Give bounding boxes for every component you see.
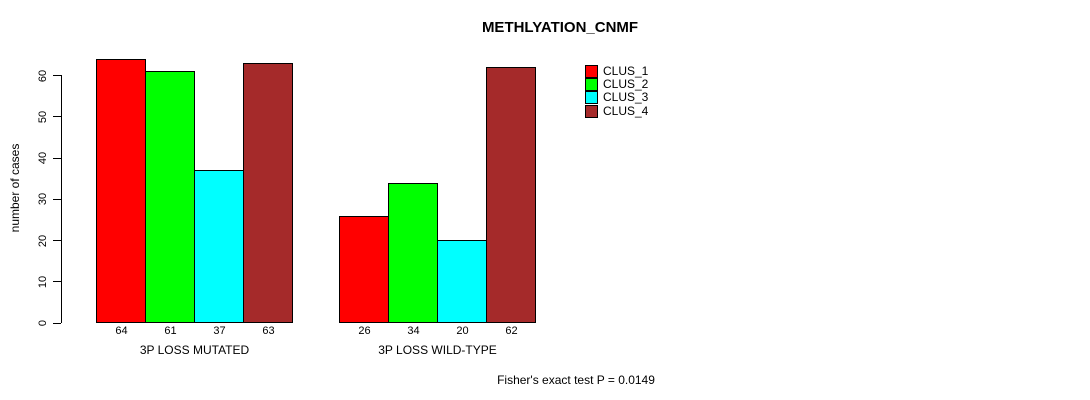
y-axis-line bbox=[61, 75, 62, 323]
bar-value-label: 63 bbox=[262, 325, 275, 337]
category-label: 3P LOSS WILD-TYPE bbox=[378, 343, 497, 357]
legend-swatch bbox=[585, 65, 598, 79]
y-axis-tick-label: 20 bbox=[37, 234, 49, 247]
bar-value-label: 61 bbox=[164, 325, 177, 337]
y-axis-tick bbox=[53, 116, 61, 118]
legend-item: CLUS_1 bbox=[585, 64, 649, 79]
legend-label: CLUS_4 bbox=[603, 103, 649, 118]
y-axis-tick-label: 60 bbox=[37, 69, 49, 82]
legend-item: CLUS_3 bbox=[585, 90, 649, 105]
legend-label: CLUS_2 bbox=[603, 77, 649, 92]
legend-item: CLUS_4 bbox=[585, 103, 649, 118]
bar-value-label: 34 bbox=[407, 325, 420, 337]
footer-annotation: Fisher's exact test P = 0.0149 bbox=[497, 373, 655, 387]
y-axis-tick bbox=[53, 240, 61, 241]
legend-swatch bbox=[585, 78, 598, 92]
y-axis-tick bbox=[53, 322, 61, 324]
y-axis-tick bbox=[53, 157, 61, 159]
bar-value-label: 62 bbox=[505, 325, 518, 337]
bar-clus_2-group1 bbox=[145, 71, 195, 323]
y-axis-tick bbox=[53, 281, 61, 283]
legend-swatch bbox=[585, 104, 598, 118]
bar-clus_2-group2 bbox=[388, 183, 438, 323]
bar-value-label: 26 bbox=[358, 325, 371, 337]
category-label: 3P LOSS MUTATED bbox=[139, 343, 250, 357]
bar-clus_3-group1 bbox=[194, 170, 244, 323]
chart-title: METHLYATION_CNMF bbox=[481, 19, 639, 36]
bar-clus_1-group2 bbox=[339, 216, 389, 323]
y-axis-tick bbox=[53, 75, 61, 76]
bar-value-label: 64 bbox=[115, 325, 128, 337]
bar-value-label: 37 bbox=[213, 325, 226, 337]
legend-label: CLUS_3 bbox=[603, 90, 649, 105]
bar-clus_4-group1 bbox=[243, 63, 293, 323]
y-axis-tick-label: 0 bbox=[37, 319, 49, 327]
y-axis-tick-label: 40 bbox=[37, 151, 49, 165]
legend-swatch bbox=[585, 91, 598, 105]
y-axis-tick-label: 10 bbox=[37, 275, 49, 288]
bar-clus_1-group1 bbox=[96, 59, 146, 323]
bar-clus_4-group2 bbox=[486, 67, 536, 323]
legend: CLUS_1 CLUS_2 CLUS_3 CLUS_4 bbox=[585, 65, 648, 118]
legend-label: CLUS_1 bbox=[603, 64, 649, 79]
y-axis-tick-label: 50 bbox=[37, 110, 49, 123]
y-axis-tick-label: 30 bbox=[37, 193, 49, 206]
y-axis-tick bbox=[53, 198, 61, 200]
legend-item: CLUS_2 bbox=[585, 77, 649, 92]
bar-value-label: 20 bbox=[456, 325, 469, 337]
bar-clus_3-group2 bbox=[437, 240, 487, 323]
